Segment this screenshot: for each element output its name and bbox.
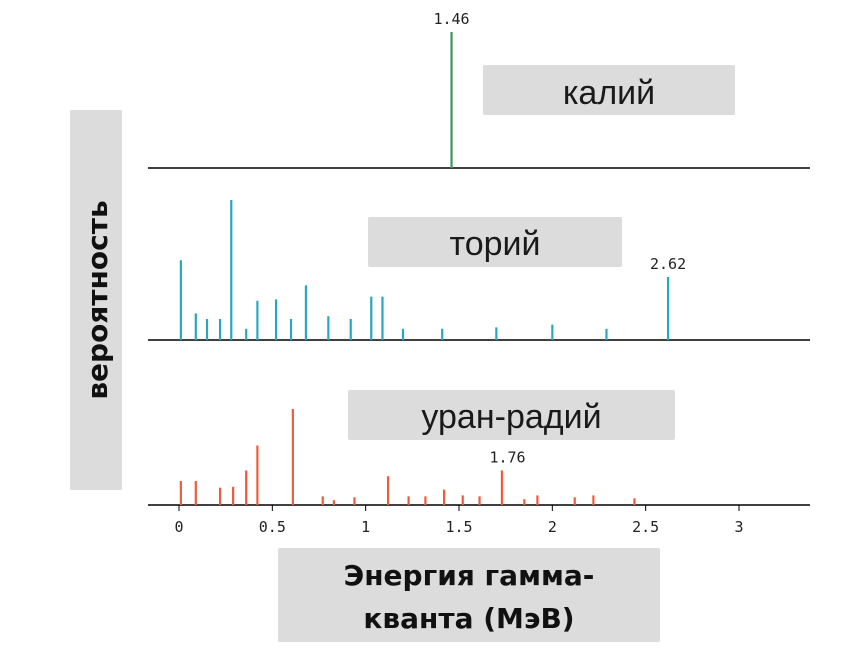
peak-annotation: 1.76 [489,448,525,466]
series-label-box [483,65,735,115]
x-tick-label: 0 [174,518,183,536]
panels: калий 1.46 торий 2.62 уран-радий 1.76 [148,10,810,506]
peak-annotation: 2.62 [650,255,686,273]
xlabel-line-1: Энергия гамма- [344,559,595,592]
series-label-box [368,217,622,267]
x-tick-label: 3 [734,518,743,536]
panel-1: калий 1.46 [148,10,810,169]
x-tick-label: 2.5 [632,518,659,536]
series-label: уран-радий [421,398,601,436]
x-tick-label: 2 [548,518,557,536]
series-label: торий [450,225,541,263]
series-label: калий [563,74,655,112]
xlabel-line-2: кванта (МэВ) [363,602,574,635]
x-tick-label: 1.5 [445,518,472,536]
peak-annotation: 1.46 [433,10,469,28]
x-axis: 0 0.5 1 1.5 2 2.5 3 [174,505,744,536]
ylabel-box [70,110,122,490]
x-tick-label: 0.5 [259,518,286,536]
x-tick-label: 1 [361,518,370,536]
ylabel: вероятность [81,200,114,399]
series-label-box [348,390,675,440]
panel-2: торий 2.62 [148,200,810,341]
xlabel-box [278,548,660,642]
panel-3: уран-радий 1.76 [148,390,810,506]
